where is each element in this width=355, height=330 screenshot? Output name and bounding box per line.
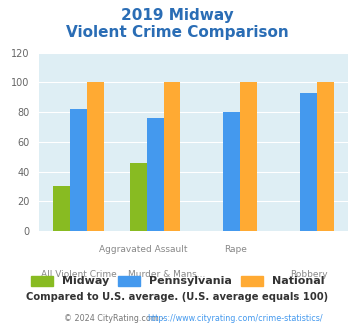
Bar <box>53 186 70 231</box>
Text: Robbery: Robbery <box>290 270 327 279</box>
Text: Aggravated Assault: Aggravated Assault <box>99 245 188 254</box>
Text: 2019 Midway: 2019 Midway <box>121 8 234 23</box>
Text: All Violent Crime: All Violent Crime <box>40 270 116 279</box>
Text: Murder & Mans...: Murder & Mans... <box>128 270 205 279</box>
Bar <box>317 82 334 231</box>
Legend: Midway, Pennsylvania, National: Midway, Pennsylvania, National <box>26 271 329 291</box>
Bar <box>164 82 180 231</box>
Text: Violent Crime Comparison: Violent Crime Comparison <box>66 25 289 40</box>
Bar <box>147 118 164 231</box>
Bar <box>130 163 147 231</box>
Bar <box>300 93 317 231</box>
Bar <box>240 82 257 231</box>
Text: Compared to U.S. average. (U.S. average equals 100): Compared to U.S. average. (U.S. average … <box>26 292 329 302</box>
Bar <box>87 82 104 231</box>
Text: https://www.cityrating.com/crime-statistics/: https://www.cityrating.com/crime-statist… <box>147 314 323 323</box>
Bar <box>223 112 240 231</box>
Bar <box>70 109 87 231</box>
Text: Rape: Rape <box>224 245 247 254</box>
Text: © 2024 CityRating.com -: © 2024 CityRating.com - <box>64 314 166 323</box>
